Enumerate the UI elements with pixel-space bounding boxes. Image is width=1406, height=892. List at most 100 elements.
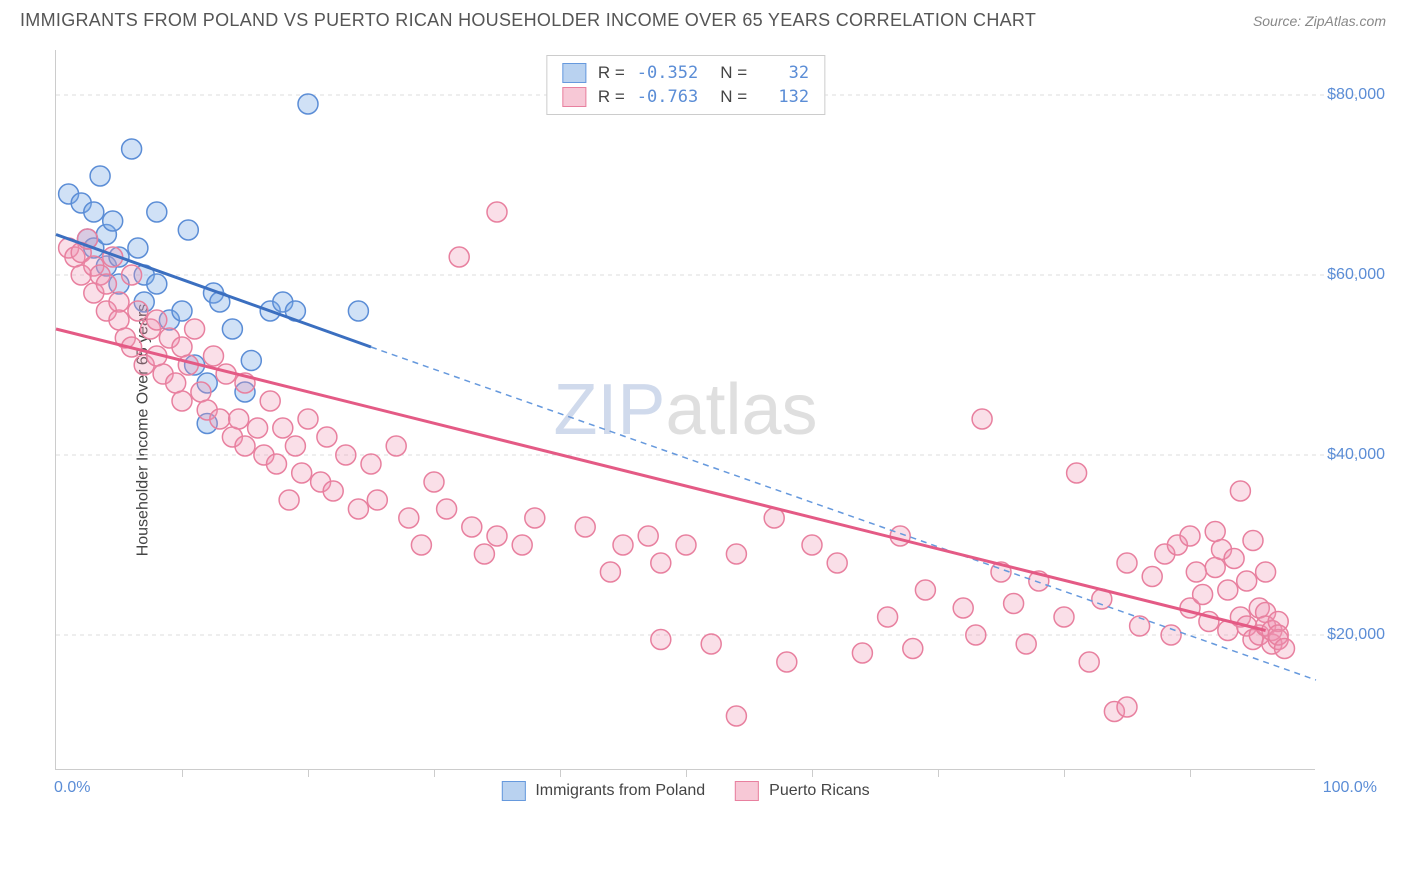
scatter-point-puerto_rican — [336, 445, 356, 465]
scatter-point-puerto_rican — [1230, 481, 1250, 501]
scatter-point-puerto_rican — [1130, 616, 1150, 636]
x-axis-min-label: 0.0% — [54, 779, 90, 797]
scatter-point-puerto_rican — [317, 427, 337, 447]
scatter-point-puerto_rican — [424, 472, 444, 492]
x-tick — [434, 769, 435, 777]
scatter-point-poland — [103, 211, 123, 231]
scatter-point-poland — [90, 166, 110, 186]
legend-n-label: N = — [720, 87, 747, 107]
scatter-point-poland — [222, 319, 242, 339]
scatter-point-puerto_rican — [1256, 562, 1276, 582]
x-tick — [308, 769, 309, 777]
scatter-point-puerto_rican — [701, 634, 721, 654]
scatter-point-puerto_rican — [613, 535, 633, 555]
scatter-point-puerto_rican — [600, 562, 620, 582]
scatter-point-puerto_rican — [185, 319, 205, 339]
legend-n-label: N = — [720, 63, 747, 83]
x-tick — [1064, 769, 1065, 777]
scatter-point-poland — [122, 139, 142, 159]
x-tick — [1190, 769, 1191, 777]
y-tick-label: $20,000 — [1327, 626, 1385, 644]
scatter-point-puerto_rican — [1117, 697, 1137, 717]
legend-r-label: R = — [598, 63, 625, 83]
scatter-point-puerto_rican — [1117, 553, 1137, 573]
scatter-point-puerto_rican — [1218, 580, 1238, 600]
legend-stats: R =-0.352N =32R =-0.763N =132 — [546, 55, 825, 115]
scatter-point-puerto_rican — [348, 499, 368, 519]
scatter-point-puerto_rican — [1186, 562, 1206, 582]
scatter-point-puerto_rican — [361, 454, 381, 474]
scatter-point-puerto_rican — [487, 202, 507, 222]
scatter-point-puerto_rican — [890, 526, 910, 546]
scatter-point-puerto_rican — [651, 553, 671, 573]
scatter-point-puerto_rican — [487, 526, 507, 546]
scatter-point-puerto_rican — [1243, 531, 1263, 551]
scatter-point-puerto_rican — [279, 490, 299, 510]
scatter-point-puerto_rican — [903, 639, 923, 659]
legend-stat-row: R = -0.352 N = 32 — [562, 61, 809, 85]
legend-swatch — [501, 781, 525, 801]
scatter-point-puerto_rican — [966, 625, 986, 645]
scatter-point-puerto_rican — [109, 292, 129, 312]
legend-swatch — [562, 87, 586, 107]
scatter-point-puerto_rican — [191, 382, 211, 402]
scatter-point-puerto_rican — [1275, 639, 1295, 659]
scatter-point-puerto_rican — [204, 346, 224, 366]
scatter-point-puerto_rican — [1224, 549, 1244, 569]
scatter-point-puerto_rican — [1205, 558, 1225, 578]
scatter-point-puerto_rican — [298, 409, 318, 429]
x-tick — [182, 769, 183, 777]
scatter-point-puerto_rican — [172, 391, 192, 411]
scatter-point-puerto_rican — [1205, 522, 1225, 542]
scatter-point-puerto_rican — [210, 409, 230, 429]
legend-r-value: -0.352 — [637, 63, 698, 83]
scatter-point-puerto_rican — [878, 607, 898, 627]
scatter-point-puerto_rican — [777, 652, 797, 672]
scatter-point-puerto_rican — [915, 580, 935, 600]
scatter-point-puerto_rican — [512, 535, 532, 555]
scatter-point-puerto_rican — [726, 706, 746, 726]
legend-series-item: Immigrants from Poland — [501, 781, 705, 801]
scatter-point-puerto_rican — [1054, 607, 1074, 627]
scatter-point-puerto_rican — [285, 436, 305, 456]
scatter-point-poland — [348, 301, 368, 321]
scatter-point-puerto_rican — [474, 544, 494, 564]
scatter-point-puerto_rican — [1016, 634, 1036, 654]
scatter-point-puerto_rican — [323, 481, 343, 501]
scatter-point-puerto_rican — [96, 274, 116, 294]
scatter-point-puerto_rican — [638, 526, 658, 546]
scatter-point-puerto_rican — [953, 598, 973, 618]
scatter-point-puerto_rican — [1180, 526, 1200, 546]
scatter-point-puerto_rican — [292, 463, 312, 483]
scatter-point-poland — [147, 202, 167, 222]
legend-r-label: R = — [598, 87, 625, 107]
y-tick-label: $80,000 — [1327, 86, 1385, 104]
legend-series-label: Immigrants from Poland — [535, 782, 705, 800]
x-tick — [560, 769, 561, 777]
plot-area: ZIPatlas R =-0.352N =32R =-0.763N =132 $… — [55, 50, 1315, 770]
legend-swatch — [562, 63, 586, 83]
scatter-point-puerto_rican — [449, 247, 469, 267]
scatter-point-puerto_rican — [1079, 652, 1099, 672]
legend-n-value: 132 — [759, 87, 809, 107]
trend-line-dash-poland — [371, 347, 1316, 680]
scatter-point-poland — [241, 351, 261, 371]
scatter-point-puerto_rican — [525, 508, 545, 528]
scatter-point-puerto_rican — [109, 310, 129, 330]
legend-series-item: Puerto Ricans — [735, 781, 870, 801]
scatter-point-puerto_rican — [827, 553, 847, 573]
scatter-point-puerto_rican — [386, 436, 406, 456]
chart-container: Householder Income Over 65 years ZIPatla… — [55, 50, 1385, 810]
legend-series-label: Puerto Ricans — [769, 782, 870, 800]
scatter-point-puerto_rican — [166, 373, 186, 393]
scatter-point-poland — [128, 238, 148, 258]
scatter-point-poland — [298, 94, 318, 114]
scatter-point-poland — [178, 220, 198, 240]
scatter-point-puerto_rican — [147, 310, 167, 330]
scatter-point-puerto_rican — [411, 535, 431, 555]
legend-n-value: 32 — [759, 63, 809, 83]
x-tick — [938, 769, 939, 777]
scatter-point-puerto_rican — [399, 508, 419, 528]
legend-series: Immigrants from Poland Puerto Ricans — [501, 781, 869, 801]
source-label: Source: ZipAtlas.com — [1253, 13, 1386, 29]
